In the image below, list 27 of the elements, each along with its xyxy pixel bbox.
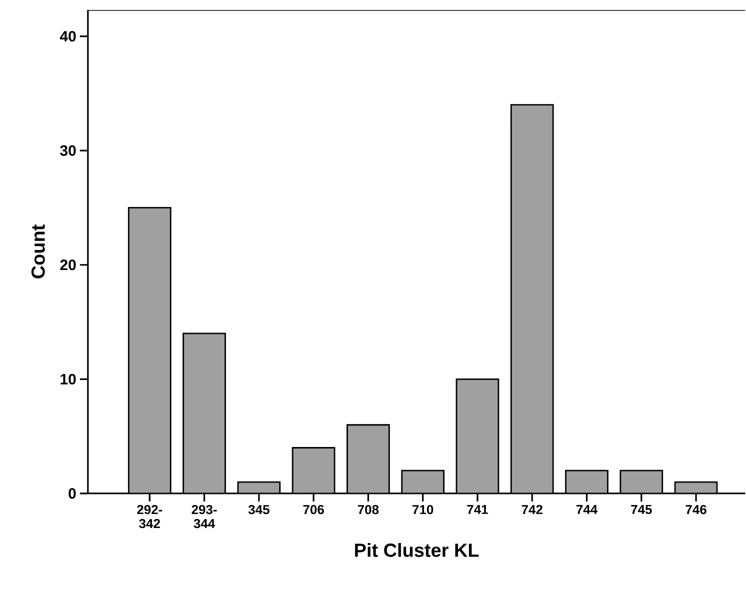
x-tick-label: 708	[358, 504, 379, 514]
bar	[620, 470, 662, 494]
x-tick-label: 710	[412, 504, 434, 514]
x-tick-label: 345	[248, 504, 270, 514]
x-tick-label: 293-344	[192, 504, 217, 528]
y-tick-label: 20	[60, 259, 76, 270]
bar	[456, 378, 498, 494]
bar	[566, 470, 608, 494]
x-axis-title: Pit Cluster KL	[355, 542, 479, 557]
x-tick-label: 706	[303, 504, 324, 514]
x-tick-label: 741	[467, 504, 488, 514]
bar	[347, 424, 390, 494]
x-tick-label: 742	[522, 504, 542, 514]
y-tick-label: 0	[68, 488, 76, 499]
x-tick-label: 745	[631, 504, 652, 514]
bar	[402, 470, 444, 494]
y-tick-label: 10	[60, 374, 76, 384]
y-axis-title: Count	[31, 224, 45, 278]
bar	[128, 208, 171, 494]
y-tick-label: 40	[60, 30, 76, 42]
bar	[292, 448, 335, 494]
x-tick-label: 292-342	[137, 504, 162, 528]
x-tick-label: 746	[686, 504, 706, 514]
bar	[511, 104, 554, 494]
y-tick-label: 30	[60, 145, 76, 156]
bar	[183, 333, 226, 494]
x-tick-label: 744	[576, 504, 598, 514]
